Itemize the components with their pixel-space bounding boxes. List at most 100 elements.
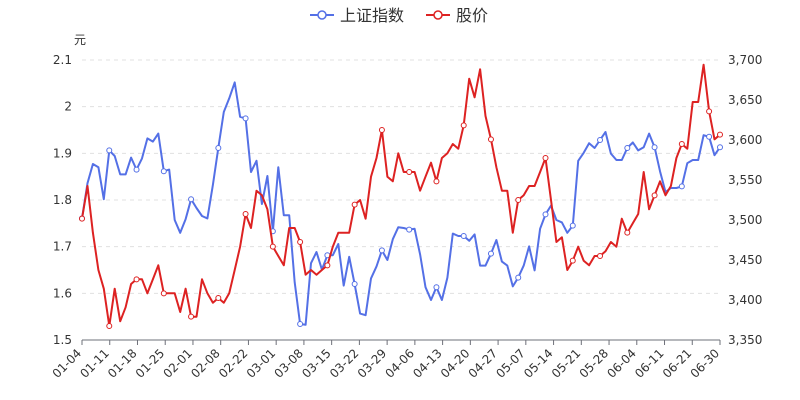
series-index xyxy=(79,81,723,327)
index-line xyxy=(81,81,721,326)
index-point xyxy=(242,115,249,122)
x-tick-label: 05-28 xyxy=(577,346,612,381)
x-tick-label: 03-29 xyxy=(355,346,390,381)
price-point xyxy=(351,201,358,208)
index-point xyxy=(215,145,222,151)
legend-label-index: 上证指数 xyxy=(340,6,404,25)
x-tick-label: 01-04 xyxy=(50,346,85,381)
price-point xyxy=(460,122,467,129)
price-point xyxy=(269,243,276,250)
price-point xyxy=(242,211,249,217)
right-tick-label: 3,650 xyxy=(728,93,762,107)
index-point xyxy=(133,166,140,173)
index-point xyxy=(706,133,713,140)
index-point xyxy=(160,168,167,175)
price-point xyxy=(188,313,195,320)
right-tick-label: 3,500 xyxy=(728,213,762,227)
left-tick-label: 1.8 xyxy=(53,193,72,207)
price-point xyxy=(717,131,723,138)
legend-item-index[interactable]: 上证指数 xyxy=(310,6,404,25)
right-tick-label: 3,450 xyxy=(728,253,762,267)
x-tick-label: 05-14 xyxy=(521,346,556,381)
index-point xyxy=(597,137,604,143)
x-tick-label: 01-11 xyxy=(77,346,112,381)
x-tick-label: 04-13 xyxy=(410,346,445,381)
index-point xyxy=(433,284,440,291)
right-tick-label: 3,350 xyxy=(728,333,762,347)
x-tick-label: 04-27 xyxy=(466,346,501,381)
x-tick-label: 02-01 xyxy=(161,346,196,381)
price-point xyxy=(597,253,604,259)
index-point xyxy=(651,144,658,151)
price-point xyxy=(433,178,440,185)
price-point xyxy=(79,215,85,222)
legend-item-price[interactable]: 股价 xyxy=(426,6,488,25)
legend[interactable]: 上证指数 股价 xyxy=(310,6,488,25)
x-tick-label: 03-01 xyxy=(244,346,279,381)
x-tick-label: 05-21 xyxy=(549,346,584,381)
index-point xyxy=(569,222,576,229)
price-point xyxy=(706,108,713,115)
index-point xyxy=(717,144,723,151)
grid-lines xyxy=(82,59,720,294)
price-point xyxy=(624,229,631,236)
left-tick-label: 1.9 xyxy=(53,146,72,160)
price-point xyxy=(542,155,549,161)
legend-label-price: 股价 xyxy=(456,6,488,25)
left-axis-ticks: 1.5 1.6 1.7 1.8 1.9 2 2.1 xyxy=(53,53,72,347)
index-point xyxy=(351,281,358,287)
x-tick-label: 06-04 xyxy=(604,346,639,381)
right-tick-label: 3,700 xyxy=(728,53,762,67)
right-tick-label: 3,550 xyxy=(728,173,762,187)
x-tick-label: 04-20 xyxy=(438,346,473,381)
price-point xyxy=(160,290,167,297)
price-point xyxy=(487,136,494,143)
index-point xyxy=(542,211,549,218)
index-point xyxy=(487,250,494,257)
index-point xyxy=(678,183,685,190)
x-tick-label: 06-11 xyxy=(632,346,667,381)
x-tick-label: 06-21 xyxy=(660,346,695,381)
index-point xyxy=(297,321,304,327)
x-tick-label: 03-15 xyxy=(299,346,334,381)
left-tick-label: 2 xyxy=(64,100,72,114)
index-point xyxy=(188,196,195,203)
price-point xyxy=(324,262,331,269)
left-tick-label: 1.6 xyxy=(53,286,72,300)
x-tick-label: 06-30 xyxy=(688,346,723,381)
price-point xyxy=(406,169,413,175)
x-tick-label: 03-08 xyxy=(271,346,306,381)
left-tick-label: 1.5 xyxy=(53,333,72,347)
price-point xyxy=(378,127,385,133)
price-point xyxy=(678,141,685,147)
price-point xyxy=(133,276,140,283)
price-point xyxy=(106,323,113,329)
x-tick-label: 01-25 xyxy=(133,346,168,381)
index-point xyxy=(515,274,522,281)
left-tick-label: 2.1 xyxy=(53,53,72,67)
right-tick-label: 3,400 xyxy=(728,293,762,307)
left-tick-label: 1.7 xyxy=(53,240,72,254)
price-point xyxy=(651,192,658,199)
price-point xyxy=(215,295,222,301)
index-point xyxy=(106,147,113,154)
index-point xyxy=(406,226,413,233)
price-point xyxy=(297,239,304,245)
x-tick-label: 04-06 xyxy=(382,346,417,381)
right-axis-ticks: 3,350 3,400 3,450 3,500 3,550 3,600 3,650 3,700 xyxy=(728,53,762,347)
x-axis: 01-0401-1101-1801-2502-0102-0802-2203-01… xyxy=(50,339,723,381)
right-tick-label: 3,600 xyxy=(728,133,762,147)
index-point xyxy=(460,233,467,239)
x-tick-label: 02-08 xyxy=(188,346,223,381)
x-tick-label: 05-07 xyxy=(493,346,528,381)
price-point xyxy=(569,257,576,264)
series-price xyxy=(79,63,723,329)
index-point xyxy=(378,247,385,254)
price-point xyxy=(515,197,522,203)
x-tick-label: 02-22 xyxy=(216,346,251,381)
x-tick-label: 03-22 xyxy=(327,346,362,381)
x-tick-label: 01-18 xyxy=(105,346,140,381)
price-line xyxy=(81,63,721,327)
left-axis-unit: 元 xyxy=(74,33,86,47)
